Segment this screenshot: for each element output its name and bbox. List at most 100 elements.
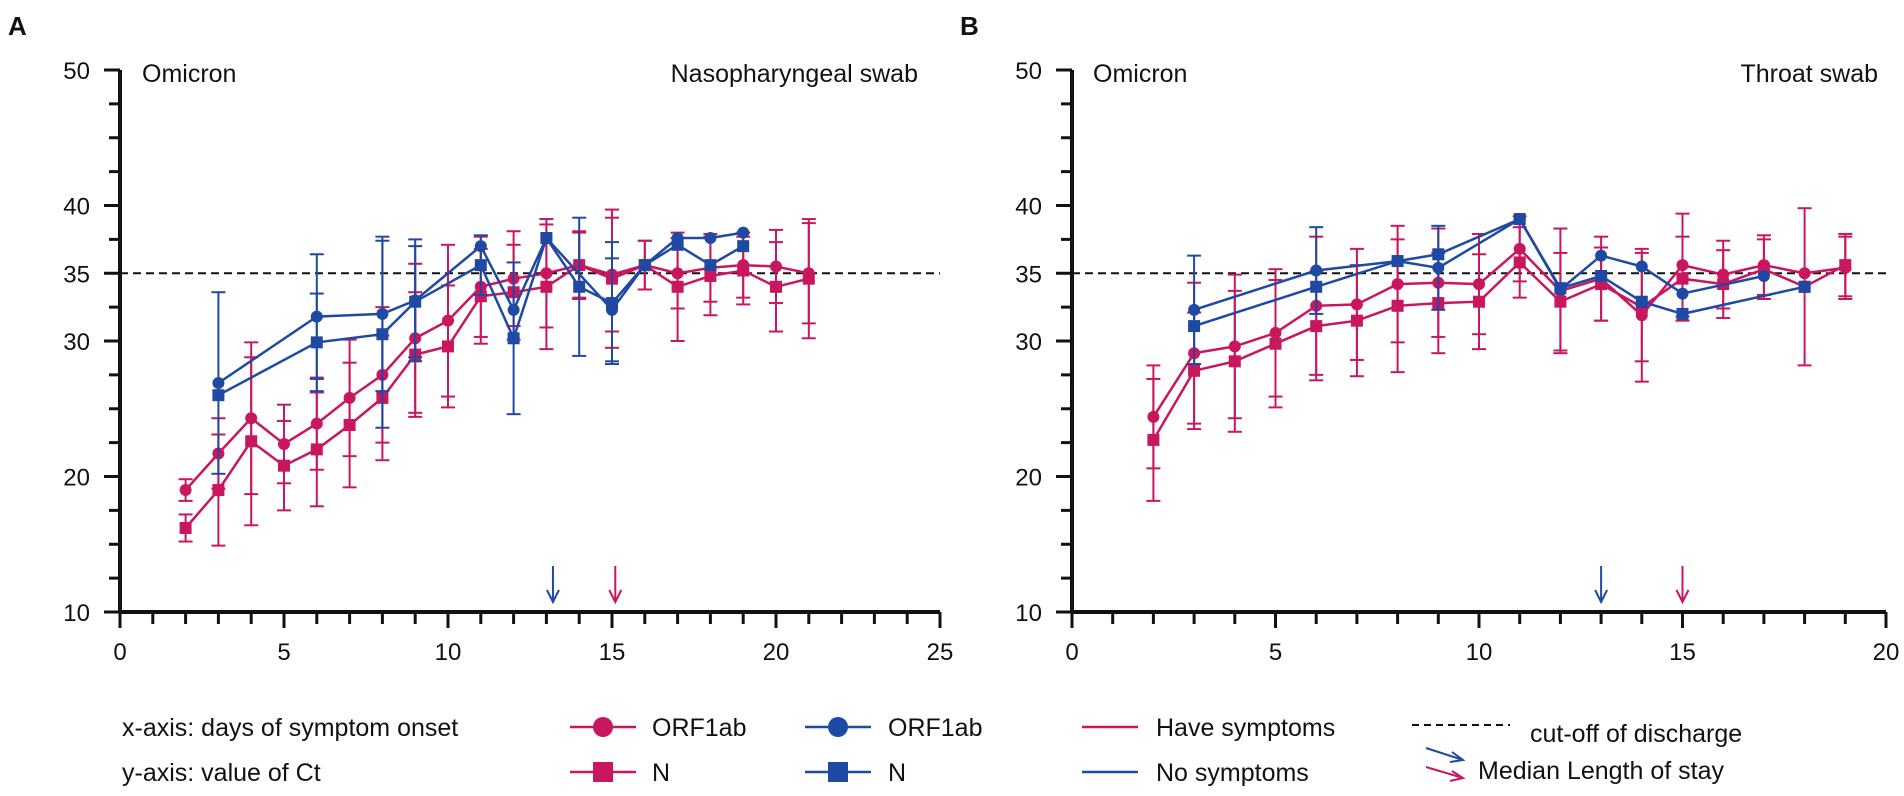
legend-n-no-symptoms: N <box>805 759 906 787</box>
panel-b-series-n-symptoms-point <box>1676 272 1689 285</box>
panel-a-median-arrowhead-no-symptoms <box>546 589 560 605</box>
legend-cutoff: cut-off of discharge <box>1412 720 1742 748</box>
panel-a-title-left: Omicron <box>142 60 236 88</box>
panel-b-x-tick-label: 15 <box>1669 639 1696 666</box>
panel-b-series-n-symptoms-line <box>1152 260 1846 441</box>
legend-n-label-blue: N <box>888 759 906 787</box>
panel-a-x-tick-label: 15 <box>599 639 626 666</box>
legend-no-symptoms-label: No symptoms <box>1156 759 1309 787</box>
panel-a-series-n-no-symptoms-point <box>310 336 323 349</box>
panel-b-series-n-symptoms-point <box>1269 337 1282 350</box>
panel-b-median-arrowhead-no-symptoms <box>1594 589 1608 605</box>
panel-a-letter: A <box>8 11 27 41</box>
panel-b-series-n-symptoms-point <box>1350 314 1363 327</box>
panel-b-series-n-no-symptoms-point <box>1595 269 1608 282</box>
panel-a-series-orf1ab-no-symptoms-point <box>704 232 717 245</box>
legend-n-symptoms: N <box>570 759 670 787</box>
legend-circle-marker-symptoms <box>593 717 613 737</box>
panel-b-series-orf1ab-symptoms-line <box>1152 247 1846 418</box>
legend-no-symptoms: No symptoms <box>1082 759 1309 787</box>
legend-yaxis-note: y-axis: value of Ct <box>122 759 321 787</box>
panel-b-series-n-no-symptoms-point <box>1310 280 1323 293</box>
panel-b-title-left: Omicron <box>1093 60 1187 88</box>
panel-b-x-tick-label: 5 <box>1269 639 1282 666</box>
panel-b-y-tick-label: 50 <box>1015 58 1042 85</box>
panel-a-series-n-no-symptoms-point <box>638 259 651 272</box>
legend: x-axis: days of symptom onset y-axis: va… <box>122 714 1742 787</box>
panel-b-series-n-symptoms-point <box>1391 299 1404 312</box>
panel-b-series-n-no-symptoms-point <box>1676 307 1689 320</box>
panel-a-series-n-symptoms-point <box>343 419 356 432</box>
legend-median-stay-label: Median Length of stay <box>1478 757 1724 785</box>
panel-b-letter: B <box>960 11 979 41</box>
panel-b-y-tick-label: 35 <box>1015 261 1042 288</box>
panel-b-y-tick-label: 10 <box>1015 600 1042 627</box>
panel-a-series-n-symptoms-point <box>310 443 323 456</box>
panel-a-series-n-no-symptoms-point <box>737 240 750 253</box>
panel-b-series-orf1ab-no-symptoms-point <box>1595 249 1608 262</box>
panel-a-series-n-symptoms-point <box>179 521 192 534</box>
panel-b-series-n-symptoms-point <box>1310 320 1323 333</box>
panel-a-title-right: Nasopharyngeal swab <box>671 60 918 88</box>
panel-a-series-n-no-symptoms-point <box>671 238 684 251</box>
panel-b-series-orf1ab-no-symptoms-point <box>1676 287 1689 300</box>
legend-square-marker-symptoms <box>593 762 613 782</box>
legend-orf1ab-no-symptoms: ORF1ab <box>805 714 982 742</box>
panel-b-series-n-no-symptoms-point <box>1635 295 1648 308</box>
legend-xaxis-note: x-axis: days of symptom onset <box>122 714 458 742</box>
panel-a-y-tick-label: 20 <box>63 465 90 492</box>
panel-a-series-orf1ab-no-symptoms-point <box>212 377 225 390</box>
legend-median-stay: Median Length of stay <box>1425 747 1724 785</box>
panel-b-series-n-symptoms-point <box>1228 355 1241 368</box>
panel-b-plot: 0 5 10 15 20 10 20 30 35 40 50 <box>1015 58 1899 666</box>
panel-a-series-n-no-symptoms-point <box>540 232 553 245</box>
panel-a-series-n-no-symptoms-point <box>507 332 520 345</box>
panel-b-series-n-no-symptoms-line <box>1193 217 1805 328</box>
panel-b-chart: B Omicron Throat swab 0 5 10 15 20 10 20 30 35 40… <box>960 11 1899 666</box>
panel-a-x-tick-label: 20 <box>763 639 790 666</box>
panel-b-x-tick-label: 0 <box>1065 639 1078 666</box>
panel-a-series-n-symptoms-point <box>671 280 684 293</box>
panel-a-series-orf1ab-symptoms-point <box>179 484 192 497</box>
panel-a-series-n-no-symptoms-point <box>409 295 422 308</box>
panel-b-x-tick-label: 20 <box>1873 639 1900 666</box>
legend-orf1ab-label-blue: ORF1ab <box>888 714 982 742</box>
panel-a-chart: A Omicron Nasopharyngeal swab 0 5 10 15 20 25… <box>8 11 953 666</box>
panel-b-y-tick-label: 40 <box>1015 194 1042 221</box>
panel-a-series-n-symptoms-point <box>770 280 782 293</box>
panel-b-series-n-symptoms-point <box>1473 295 1485 308</box>
panel-a-x-tick-label: 0 <box>113 639 126 666</box>
panel-a-x-tick-label: 10 <box>435 639 462 666</box>
panel-a-y-tick-label: 40 <box>63 194 90 221</box>
panel-b-series-n-no-symptoms-point <box>1188 320 1201 333</box>
panel-a-series-n-no-symptoms-point <box>573 280 586 293</box>
panel-a-median-arrowhead-symptoms <box>608 589 623 605</box>
panel-a-x-tick-label: 5 <box>277 639 290 666</box>
panel-a-series-n-symptoms-point <box>442 340 454 353</box>
legend-circle-marker-no-symptoms <box>828 717 848 737</box>
panel-b-y-tick-label: 30 <box>1015 329 1042 356</box>
panel-b-series-n-no-symptoms-point <box>1391 255 1404 268</box>
panel-a-y-tick-label: 50 <box>63 58 90 85</box>
panel-b-series-n-symptoms-point <box>1513 256 1526 269</box>
panel-a-series-n-symptoms-point <box>474 290 487 303</box>
panel-b-series-n-no-symptoms-point <box>1513 213 1526 226</box>
panel-b-median-arrowhead-symptoms <box>1675 589 1690 605</box>
panel-a-series-n-symptoms-point <box>802 272 815 285</box>
panel-b-series-n-symptoms-point <box>1188 364 1201 377</box>
panel-b-series-orf1ab-no-symptoms-point <box>1188 303 1201 316</box>
panel-b-series-n-no-symptoms-point <box>1432 248 1445 261</box>
panel-b-series-orf1ab-no-symptoms-point <box>1757 269 1770 282</box>
panel-b-series-orf1ab-no-symptoms-point <box>1432 261 1445 274</box>
panel-a-series-n-symptoms-point <box>704 269 717 282</box>
panel-b-series-n-symptoms-point <box>1839 259 1852 272</box>
panel-a-plot: 0 5 10 15 20 25 10 20 30 35 40 50 <box>63 58 953 666</box>
legend-orf1ab-symptoms: ORF1ab <box>570 714 746 742</box>
panel-a-y-tick-label: 10 <box>63 600 90 627</box>
panel-a-series-n-no-symptoms-point <box>606 297 618 310</box>
panel-b-series-n-symptoms-point <box>1147 433 1160 446</box>
legend-n-label: N <box>652 759 670 787</box>
panel-a-series-orf1ab-no-symptoms-point <box>737 226 750 239</box>
panel-b-y-tick-label: 20 <box>1015 465 1042 492</box>
